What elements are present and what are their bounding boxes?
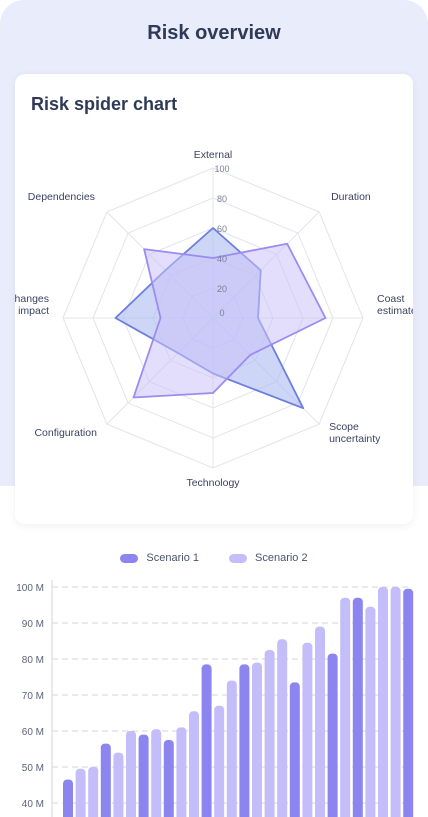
radar-card: Risk spider chart 0 20 40 60 80 100 External Du…: [15, 74, 413, 524]
bar-scenario-1: [163, 740, 174, 817]
bar-scenario-1: [201, 664, 212, 817]
radar-chart: 0 20 40 60 80 100 External Duration Coast estimat…: [15, 149, 413, 489]
bar-y-tick-label: 50 M: [22, 763, 44, 774]
legend-item-scenario-1[interactable]: Scenario 1: [120, 552, 199, 564]
radar-axis-label: Configuration: [34, 427, 97, 439]
legend-label-scenario-2: Scenario 2: [255, 552, 308, 564]
bar-scenario-1: [352, 597, 363, 817]
radar-axis-label: Coast estimate: [377, 293, 413, 317]
bar-scenario-2: [176, 727, 187, 817]
bar-scenario-2: [390, 587, 401, 817]
bar-scenario-1: [403, 588, 414, 817]
radar-card-title: Risk spider chart: [31, 94, 178, 114]
bar-scenario-2: [252, 662, 262, 817]
bar-scenario-2: [264, 650, 275, 817]
bar-scenario-2: [214, 705, 225, 817]
bar-y-tick-label: 70 M: [22, 691, 44, 702]
legend-label-scenario-1: Scenario 1: [146, 552, 199, 564]
bar-scenario-2: [277, 639, 288, 817]
radar-axis-label: External: [194, 149, 233, 161]
legend-swatch-scenario-2: [229, 553, 247, 563]
radar-axis-label: Changesimpact: [15, 293, 49, 317]
bar-scenario-2: [126, 731, 136, 817]
bar-scenario-2: [88, 767, 99, 817]
radar-tick-label: 20: [217, 284, 227, 294]
page-title: Risk overview: [147, 22, 281, 44]
bar-scenario-2: [113, 752, 124, 817]
bar-scenario-1: [100, 743, 111, 817]
bar-scenario-1: [289, 682, 300, 817]
bar-scenario-2: [378, 587, 388, 817]
radar-series-2: [132, 242, 327, 399]
bar-scenario-2: [315, 626, 325, 817]
bar-y-tick-label: 80 M: [22, 655, 44, 666]
bar-scenario-2: [340, 597, 351, 817]
radar-tick-label: 100: [214, 164, 229, 174]
legend-item-scenario-2[interactable]: Scenario 2: [229, 552, 308, 564]
bar-y-tick-label: 100 M: [16, 583, 44, 594]
radar-axis-label: Dependencies: [28, 191, 95, 203]
bar-scenario-2: [226, 680, 237, 817]
bar-y-tick-label: 60 M: [22, 727, 44, 738]
radar-tick-label: 40: [217, 254, 227, 264]
bar-scenario-2: [302, 642, 313, 817]
bar-y-tick-label: 40 M: [22, 799, 44, 810]
legend-swatch-scenario-1: [120, 553, 139, 563]
bar-scenario-1: [138, 734, 149, 817]
radar-axis-label: Scope uncertainty: [329, 421, 381, 445]
bar-scenario-2: [75, 768, 86, 817]
bar-chart: 40 M 50 M 60 M 70 M 80 M 90 M 100 M: [16, 580, 414, 817]
radar-tick-label: 60: [217, 224, 227, 234]
bar-scenario-1: [63, 779, 73, 817]
bar-scenario-1: [239, 664, 250, 817]
bar-scenario-1: [327, 653, 338, 817]
radar-axis-label: Technology: [186, 477, 240, 489]
radar-tick-label: 0: [219, 308, 224, 318]
bar-scenario-2: [365, 606, 376, 817]
radar-tick-label: 80: [217, 194, 227, 204]
bar-chart-legend: Scenario 1 Scenario 2: [0, 549, 428, 567]
bar-y-tick-label: 90 M: [22, 619, 44, 630]
radar-axis-label: Duration: [331, 191, 371, 203]
bar-scenario-2: [151, 729, 162, 817]
bar-scenario-2: [189, 711, 199, 817]
